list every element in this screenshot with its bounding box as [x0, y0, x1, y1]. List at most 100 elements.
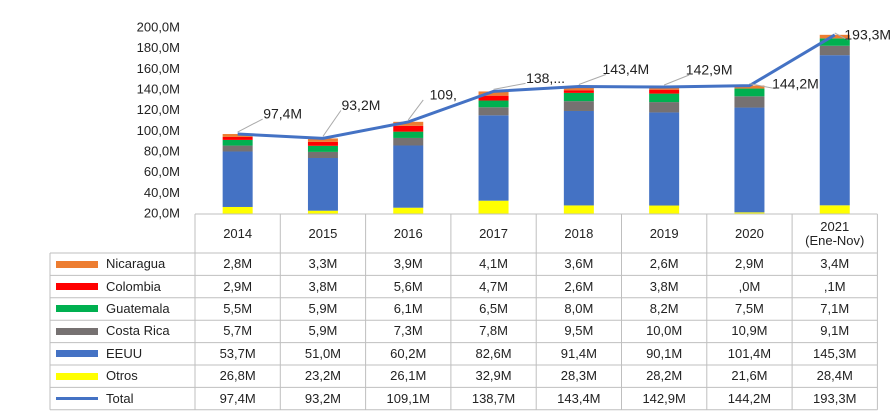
table-value: 3,4M [820, 256, 850, 272]
bar-segment [393, 145, 424, 208]
y-tick-label: 180,0M [137, 40, 180, 55]
table-value: 90,1M [646, 345, 683, 361]
table-value: 3,3M [308, 256, 338, 272]
bar-segment [478, 91, 509, 96]
bar-segment [563, 92, 594, 102]
bar-segment [563, 90, 594, 93]
table-value: 2,8M [223, 256, 253, 272]
table-value: 3,9M [393, 256, 423, 272]
point-label: 138,... [526, 70, 565, 86]
y-tick-label: 140,0M [137, 81, 180, 96]
bar-segment [307, 138, 338, 142]
table-value: 3,6M [564, 256, 594, 272]
table-value: 2,6M [649, 256, 679, 272]
point-label: 143,4M [602, 61, 649, 77]
legend-entry: Colombia [50, 275, 195, 297]
y-tick-label: 80,0M [144, 143, 180, 158]
point-label: 142,9M [686, 62, 733, 78]
leader-line [493, 82, 526, 90]
bar-segment [649, 93, 680, 103]
bar-segment [222, 139, 253, 146]
y-tick-label: 40,0M [144, 185, 180, 200]
table-value: 60,2M [390, 345, 427, 361]
y-tick-label: 120,0M [137, 102, 180, 117]
bar-segment [307, 151, 338, 158]
table-value: 5,7M [223, 323, 253, 339]
table-value: 10,9M [731, 323, 768, 339]
bar-segment [649, 102, 680, 113]
bar-segment [563, 205, 594, 214]
bar-segment [222, 136, 253, 140]
legend-label: Otros [106, 368, 138, 384]
bar-segment [307, 157, 338, 211]
table-value: 101,4M [727, 345, 772, 361]
legend-entry: EEUU [50, 343, 195, 365]
bar-segment [222, 145, 253, 152]
category-label: 2016 [393, 225, 423, 241]
bar-segment [819, 38, 850, 46]
legend-entry: Costa Rica [50, 320, 195, 342]
bar-segment [734, 96, 765, 108]
table-value: 82,6M [475, 345, 512, 361]
y-tick-label: 200,0M [137, 19, 180, 34]
table-value: 193,3M [813, 390, 857, 406]
category-label: 2018 [564, 225, 594, 241]
leader-line [578, 74, 607, 85]
category-label: 2014 [223, 225, 253, 241]
table-value: 4,1M [479, 256, 508, 272]
table-value: 26,8M [219, 368, 256, 384]
bar-segment [649, 205, 680, 214]
total-line [237, 33, 836, 140]
legend-label: Total [106, 390, 134, 406]
category-label: 2015 [308, 225, 338, 241]
category-label: 2017 [479, 225, 508, 241]
bar-segment [307, 141, 338, 146]
table-value: 51,0M [304, 345, 342, 361]
table-value: 91,4M [560, 345, 597, 361]
leader-line [663, 74, 690, 86]
table-value: 142,9M [642, 390, 686, 406]
bar-segment [649, 112, 680, 206]
category-label: 2021 (Ene-Nov) [805, 218, 865, 248]
table-value: 138,7M [471, 390, 516, 406]
table-value: 2,9M [223, 278, 253, 294]
table-value: 7,8M [479, 323, 508, 339]
table-value: 5,9M [308, 323, 338, 339]
table-value: 5,6M [393, 278, 423, 294]
bar-segment [649, 89, 680, 94]
bar-segment [307, 145, 338, 152]
legend-label: Costa Rica [106, 323, 170, 339]
table-value: 5,5M [223, 300, 253, 316]
legend-label: Colombia [106, 278, 161, 294]
table-value: 28,4M [816, 368, 853, 384]
leader-line [407, 99, 424, 121]
table-value: 8,2M [649, 300, 679, 316]
legend-swatch [56, 327, 98, 335]
bar-segment [393, 207, 424, 214]
category-label: 2020 [734, 225, 764, 241]
leader-line [749, 83, 776, 90]
table-value: 93,2M [304, 390, 342, 406]
bar-segment [222, 206, 253, 214]
legend-swatch [56, 372, 98, 380]
bar-segment [563, 101, 594, 111]
category-label: 2019 [649, 225, 679, 241]
table-value: 2,6M [564, 278, 594, 294]
table-value: 7,3M [393, 323, 423, 339]
table-value: 23,2M [304, 368, 342, 384]
bar-segment [478, 107, 509, 116]
table-value: 28,2M [646, 368, 683, 384]
table-value: 2,9M [734, 256, 764, 272]
legend-entry: Nicaragua [50, 253, 195, 275]
bar-segment [563, 86, 594, 91]
table-value: 144,2M [727, 390, 772, 406]
table-value: 97,4M [219, 390, 256, 406]
table-value: 8,0M [564, 300, 594, 316]
bar-segment [734, 212, 765, 214]
bar-segment [478, 200, 509, 214]
point-label: 93,2M [341, 97, 380, 113]
y-tick-label: 60,0M [144, 164, 180, 179]
bar-segment [819, 55, 850, 206]
bar-segment [734, 107, 765, 213]
